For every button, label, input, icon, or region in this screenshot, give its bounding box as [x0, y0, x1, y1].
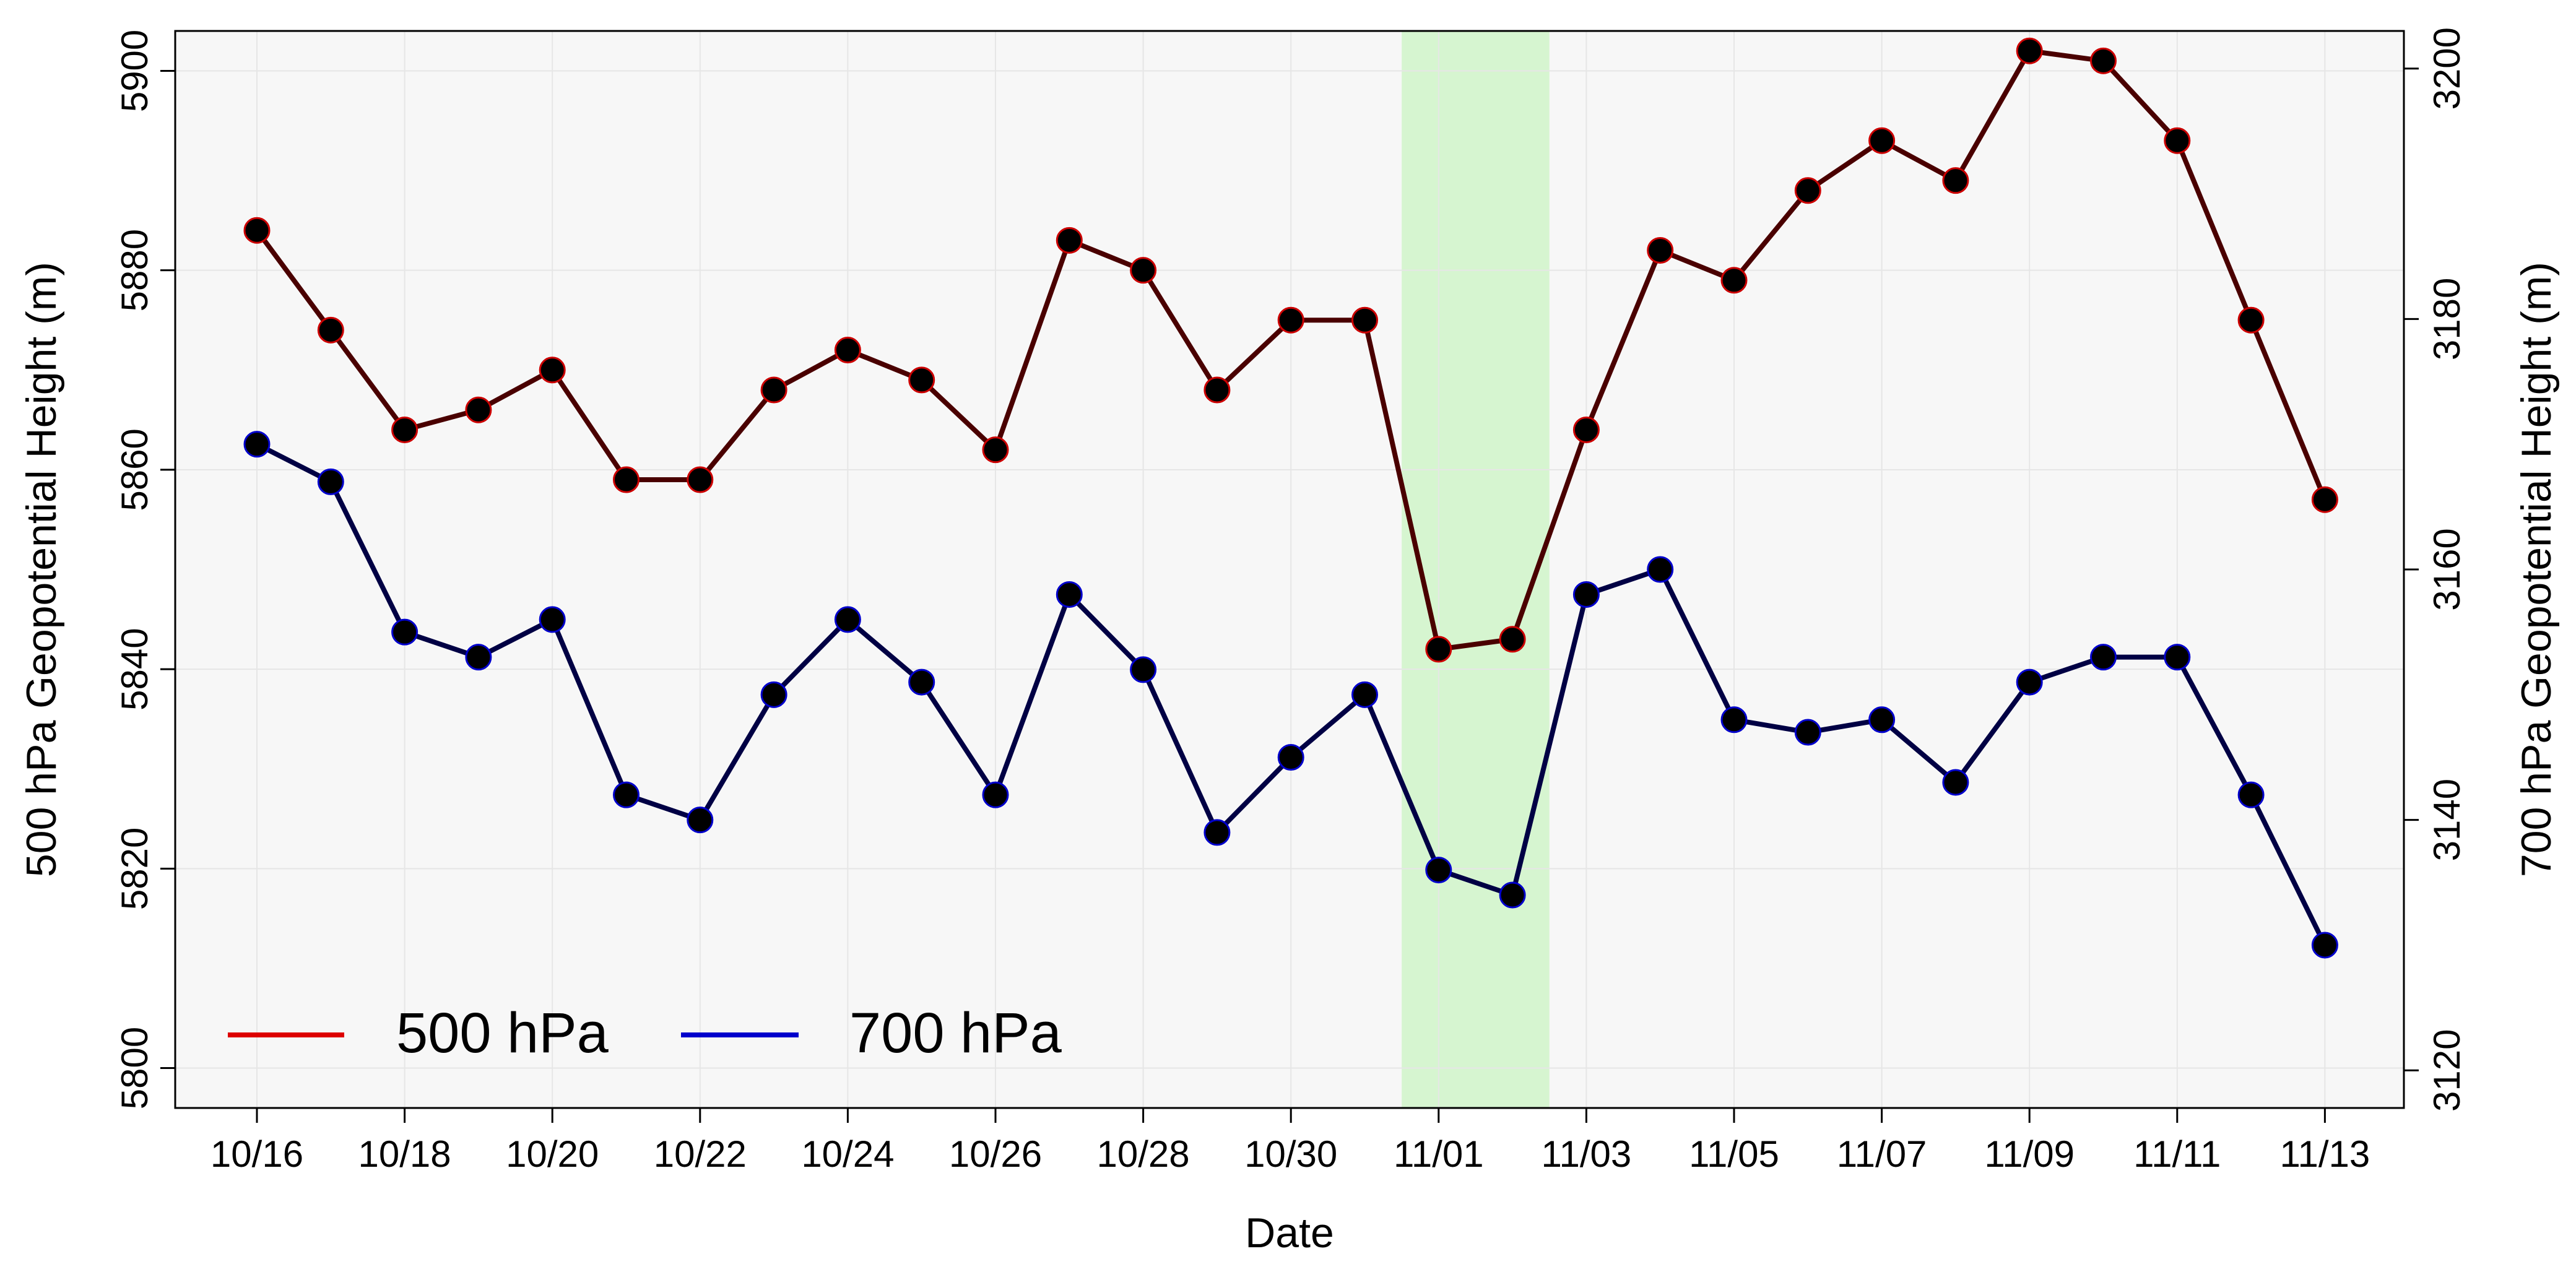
grid [175, 31, 2404, 1108]
data-point-500 [1203, 376, 1231, 404]
data-point-500 [2016, 37, 2043, 64]
data-point-500 [908, 366, 935, 394]
data-point-500 [1056, 227, 1083, 254]
x-tick-label: 11/13 [2280, 1133, 2370, 1175]
data-point-500 [1868, 127, 1896, 154]
series-layer [243, 37, 2338, 959]
y-tick-label-left: 5860 [114, 428, 155, 511]
data-point-700 [2090, 644, 2117, 671]
data-point-700 [1647, 556, 1674, 583]
x-tick-label: 11/03 [1542, 1133, 1632, 1175]
data-point-700 [2237, 781, 2265, 808]
legend: 500 hPa 700 hPa [228, 1002, 1062, 1065]
y-tick-label-left: 5880 [114, 229, 155, 311]
data-point-700 [1794, 719, 1821, 746]
data-point-500 [1351, 306, 1378, 334]
data-point-500 [1720, 267, 1748, 294]
data-point-700 [1720, 706, 1748, 733]
data-point-700 [613, 781, 640, 808]
data-point-500 [613, 466, 640, 493]
x-tick-label: 10/22 [654, 1133, 747, 1175]
data-point-700 [687, 807, 714, 834]
x-tick-label: 11/11 [2133, 1133, 2221, 1175]
y-tick-label-left: 5800 [114, 1027, 155, 1109]
data-point-700 [243, 431, 271, 458]
y-tick-label-left: 5840 [114, 628, 155, 710]
data-point-500 [243, 217, 271, 244]
y-tick-label-right: 3180 [2426, 278, 2468, 360]
data-point-500 [2164, 127, 2191, 154]
data-point-700 [391, 618, 418, 646]
data-point-700 [1203, 819, 1231, 846]
y-axis-label-right: 700 hPa Geopotential Height (m) [2513, 262, 2560, 877]
x-tick-label: 11/07 [1837, 1133, 1927, 1175]
data-point-500 [760, 376, 787, 404]
data-point-500 [1942, 167, 1969, 194]
y-tick-label-right: 3160 [2426, 528, 2468, 610]
x-tick-label: 10/20 [506, 1133, 599, 1175]
data-point-700 [465, 644, 492, 671]
data-point-500 [687, 466, 714, 493]
plot-background [175, 31, 2404, 1108]
y-tick-label-right: 3120 [2426, 1029, 2468, 1112]
data-point-500 [317, 316, 344, 344]
data-point-700 [1942, 769, 1969, 796]
data-point-500 [539, 357, 566, 384]
data-point-500 [391, 416, 418, 443]
legend-label-700: 700 hPa [849, 1002, 1062, 1065]
data-point-500 [1425, 636, 1452, 663]
data-point-700 [1425, 857, 1452, 884]
x-tick-label: 11/09 [1984, 1133, 2075, 1175]
data-point-500 [834, 337, 861, 364]
x-tick-label: 10/26 [949, 1133, 1042, 1175]
axes: 10/16 10/18 10/20 10/22 10/24 10/26 10/28 10/30… [114, 27, 2468, 1175]
data-point-700 [2311, 932, 2338, 959]
data-point-500 [1499, 626, 1526, 653]
highlight-band [1402, 31, 1550, 1108]
data-point-500 [1130, 257, 1157, 284]
data-point-700 [1277, 743, 1304, 771]
data-point-700 [2016, 668, 2043, 696]
data-point-700 [539, 606, 566, 633]
x-tick-label: 10/16 [210, 1133, 303, 1175]
data-point-700 [1868, 706, 1896, 733]
data-point-500 [2237, 306, 2265, 334]
x-axis-label: Date [1245, 1209, 1334, 1257]
data-point-500 [1277, 306, 1304, 334]
y-tick-label-right: 3140 [2426, 779, 2468, 861]
y-tick-label-right: 3200 [2426, 27, 2468, 110]
y-tick-label-left: 5900 [114, 30, 155, 112]
data-point-500 [1647, 236, 1674, 264]
data-point-700 [1056, 581, 1083, 608]
data-point-500 [1794, 177, 1821, 204]
data-point-700 [1130, 656, 1157, 683]
y-axis-label-left: 500 hPa Geopotential Height (m) [18, 262, 65, 877]
x-tick-label: 11/05 [1689, 1133, 1779, 1175]
data-point-700 [1499, 881, 1526, 909]
x-tick-label: 11/01 [1394, 1133, 1484, 1175]
data-point-700 [908, 668, 935, 696]
data-point-700 [2164, 644, 2191, 671]
data-point-500 [2311, 486, 2338, 513]
y-tick-label-left: 5820 [114, 828, 155, 910]
data-point-500 [2090, 47, 2117, 74]
x-tick-label: 10/24 [801, 1133, 894, 1175]
data-point-700 [760, 681, 787, 708]
data-point-700 [1351, 681, 1378, 708]
data-point-700 [317, 468, 344, 495]
x-tick-label: 10/28 [1097, 1133, 1190, 1175]
legend-label-500: 500 hPa [396, 1002, 609, 1065]
x-tick-label: 10/18 [358, 1133, 451, 1175]
data-point-700 [834, 606, 861, 633]
data-point-700 [982, 781, 1009, 808]
data-point-700 [1572, 581, 1600, 608]
x-tick-label: 10/30 [1244, 1133, 1337, 1175]
data-point-500 [465, 396, 492, 423]
data-point-500 [982, 436, 1009, 464]
data-point-500 [1572, 416, 1600, 443]
